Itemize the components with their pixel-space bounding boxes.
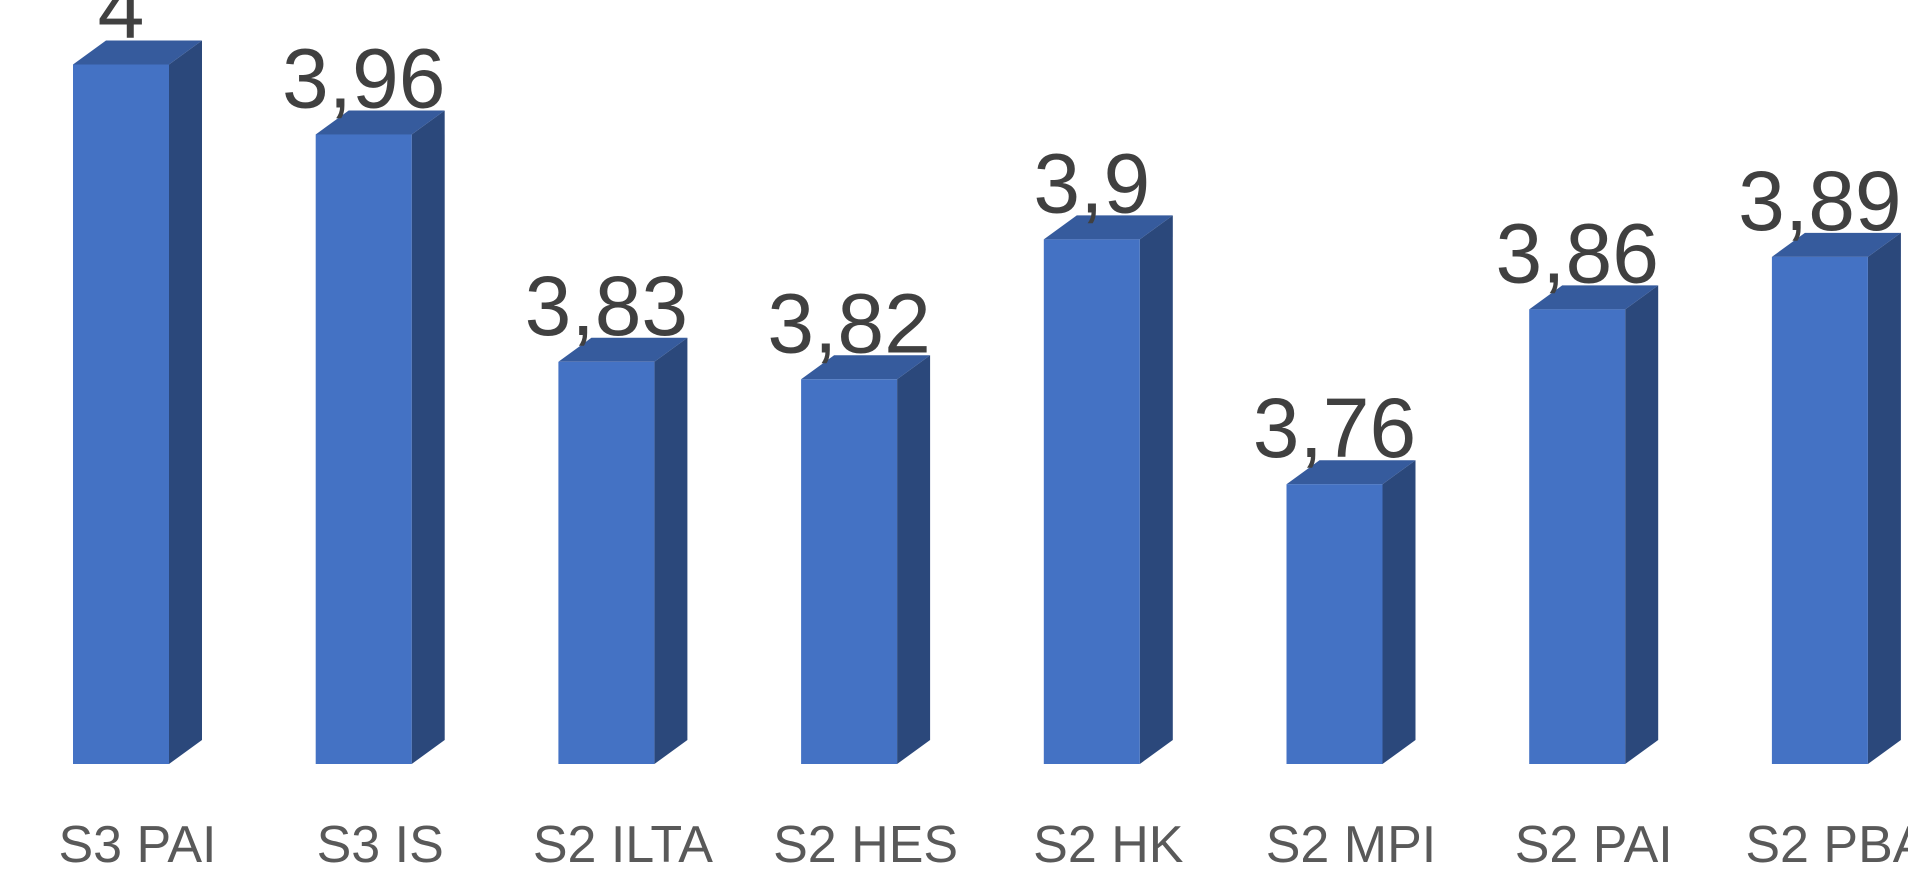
- value-label: 3,86: [1495, 206, 1659, 300]
- bar-top: [73, 40, 202, 65]
- bar: [801, 379, 898, 764]
- x-tick-label: S2 PBA: [1745, 816, 1908, 871]
- x-tick-label: S2 HK: [1033, 816, 1184, 871]
- value-label: 3,82: [767, 276, 931, 370]
- x-tick-label: S3 IS: [317, 816, 444, 871]
- bar-top: [801, 355, 931, 380]
- bar-top: [1771, 232, 1901, 257]
- x-tick-label: S3 PAI: [58, 816, 216, 871]
- bar-side: [1867, 232, 1901, 765]
- bar-side: [411, 110, 445, 764]
- bar: [73, 64, 169, 764]
- bar-side: [1382, 460, 1416, 764]
- x-tick-label: S2 ILTA: [533, 816, 713, 871]
- bar-top: [1286, 460, 1416, 485]
- bar-top: [315, 110, 445, 135]
- bar-top: [558, 337, 688, 362]
- value-label: 3,96: [282, 31, 446, 125]
- bar-side: [897, 355, 931, 764]
- bar: [558, 361, 655, 764]
- bar-side: [1625, 285, 1659, 764]
- value-label: 3,76: [1253, 381, 1417, 475]
- value-label: 3,9: [1033, 136, 1150, 230]
- bar: [1529, 309, 1626, 764]
- bar-top: [1529, 285, 1659, 310]
- bar-side: [169, 40, 202, 764]
- x-tick-label: S2 MPI: [1266, 816, 1437, 871]
- bar: [1286, 484, 1383, 764]
- value-label: 3,89: [1738, 154, 1902, 248]
- bar: [1771, 256, 1868, 764]
- x-tick-label: S2 PAI: [1515, 816, 1673, 871]
- bar-side: [1139, 215, 1173, 764]
- bar-side: [654, 337, 688, 764]
- value-label: 3,83: [525, 259, 689, 353]
- bar: [1043, 239, 1140, 764]
- x-tick-label: S2 HES: [773, 816, 958, 871]
- value-label: 4: [98, 0, 145, 56]
- bar: [315, 134, 412, 764]
- bar-top: [1043, 215, 1173, 240]
